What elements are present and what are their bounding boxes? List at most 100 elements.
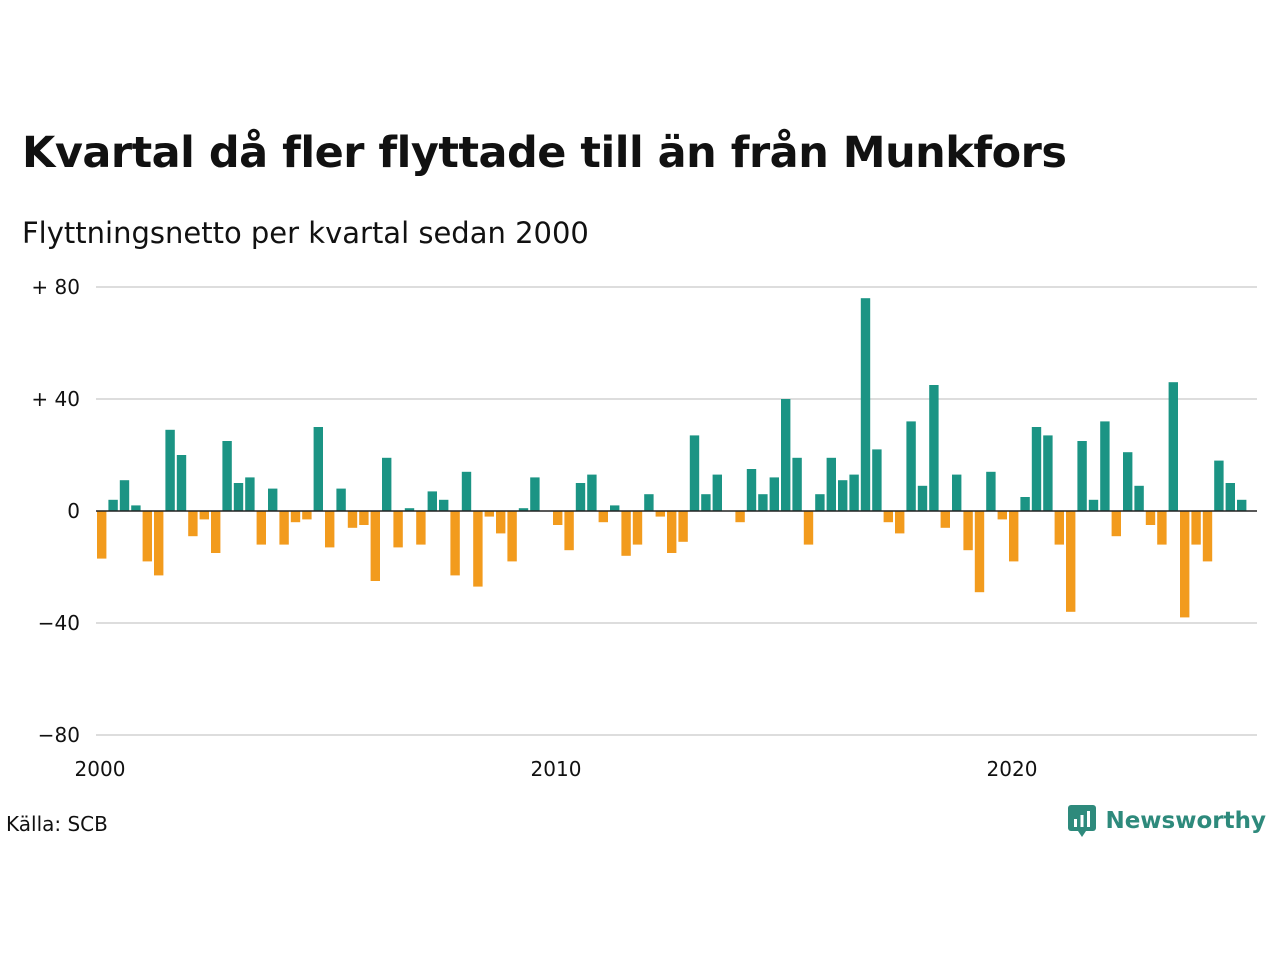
- y-tick-label: −80: [38, 723, 80, 747]
- bar: [1020, 497, 1030, 511]
- bar: [393, 511, 403, 548]
- bar: [598, 511, 608, 523]
- bar: [313, 427, 323, 511]
- bar: [154, 511, 164, 576]
- bar: [290, 511, 301, 523]
- bar: [838, 480, 848, 511]
- x-tick-label: 2020: [987, 757, 1038, 781]
- bar: [450, 511, 460, 576]
- bar: [553, 511, 563, 525]
- bar: [1088, 499, 1099, 511]
- bar: [1168, 382, 1178, 511]
- bar: [1225, 483, 1235, 511]
- bars: [97, 298, 1247, 618]
- bar: [1066, 511, 1076, 612]
- bar: [279, 511, 289, 545]
- y-tick-label: −40: [38, 611, 80, 635]
- bar: [1111, 511, 1121, 537]
- bar: [256, 511, 266, 545]
- bar: [1031, 427, 1042, 511]
- bar: [1123, 452, 1133, 511]
- bar: [860, 298, 871, 511]
- bar: [165, 429, 175, 511]
- bar: [769, 477, 779, 511]
- brand-name: Newsworthy: [1105, 808, 1266, 834]
- bar: [952, 474, 962, 511]
- bar: [325, 511, 335, 548]
- bar: [872, 449, 882, 511]
- bar: [917, 485, 928, 511]
- bar: [382, 457, 392, 511]
- x-tick-label: 2000: [75, 757, 126, 781]
- bar: [359, 511, 369, 525]
- bar: [518, 508, 529, 511]
- bar: [176, 455, 187, 511]
- brand-logo: Newsworthy: [1067, 804, 1266, 838]
- bar: [461, 471, 472, 511]
- chart-title: Kvartal då fler flyttade till än från Mu…: [22, 128, 1067, 178]
- bar: [1202, 511, 1213, 562]
- bar: [336, 488, 346, 511]
- bar: [587, 474, 597, 511]
- bar: [427, 491, 437, 511]
- bar: [1100, 421, 1110, 511]
- bar: [496, 511, 506, 534]
- bar: [621, 511, 631, 556]
- bar: [610, 505, 620, 511]
- bar: [792, 457, 802, 511]
- bar: [895, 511, 905, 534]
- bar: [222, 441, 232, 511]
- source-note: Källa: SCB: [6, 812, 108, 836]
- bar: [404, 508, 415, 511]
- bar: [1009, 511, 1019, 562]
- x-axis-ticks: 2000 2010 2020: [75, 757, 1038, 781]
- bar: [507, 511, 517, 562]
- bar: [1237, 499, 1247, 511]
- bar: [188, 511, 198, 537]
- bar: [370, 511, 380, 581]
- bar: [302, 511, 312, 520]
- bar: [781, 399, 791, 511]
- bar: [815, 494, 825, 511]
- bar: [712, 474, 722, 511]
- bar: [245, 477, 255, 511]
- bar: [439, 499, 449, 511]
- bar: [849, 474, 859, 511]
- bar: [701, 494, 711, 511]
- y-axis-ticks: + 80 + 40 0 −40 −80: [31, 275, 80, 747]
- y-tick-label: + 40: [31, 387, 80, 411]
- bar: [1191, 511, 1201, 545]
- x-tick-label: 2010: [531, 757, 582, 781]
- bar: [963, 511, 973, 551]
- bar: [1157, 511, 1167, 545]
- bar: [632, 511, 643, 545]
- bar: [1043, 435, 1053, 511]
- bar: [1134, 485, 1144, 511]
- y-tick-label: 0: [67, 499, 80, 523]
- bar: [803, 511, 814, 545]
- bar: [678, 511, 688, 542]
- bar: [131, 505, 141, 511]
- bar: [1214, 460, 1224, 511]
- bar: [530, 477, 540, 511]
- bar: [142, 511, 152, 562]
- chart-subtitle: Flyttningsnetto per kvartal sedan 2000: [22, 216, 589, 250]
- bar: [97, 511, 107, 559]
- bar: [233, 483, 244, 511]
- bar: [1180, 511, 1190, 618]
- bar: [108, 499, 118, 511]
- newsworthy-logo-icon: [1068, 805, 1097, 837]
- bar: [644, 494, 654, 511]
- bar: [735, 511, 745, 523]
- bar: [940, 511, 950, 528]
- bar: [746, 469, 757, 511]
- bar: [883, 511, 893, 523]
- bar: [564, 511, 574, 551]
- bar: [575, 483, 586, 511]
- bar: [484, 511, 494, 517]
- bar: [347, 511, 358, 528]
- bar: [1145, 511, 1156, 525]
- bar: [119, 480, 130, 511]
- bar: [929, 385, 939, 511]
- bar: [906, 421, 916, 511]
